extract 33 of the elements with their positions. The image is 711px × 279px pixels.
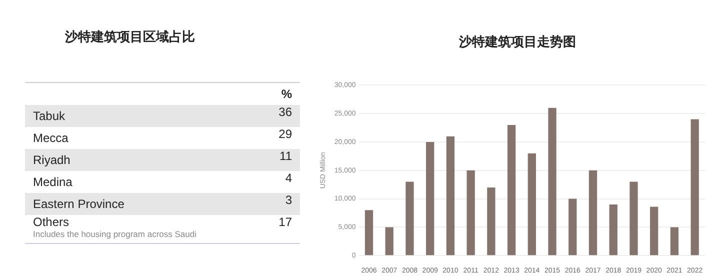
bar bbox=[650, 206, 658, 256]
bar bbox=[609, 204, 618, 256]
bar bbox=[630, 182, 638, 256]
bar bbox=[406, 182, 414, 256]
bar bbox=[588, 170, 598, 256]
bar bbox=[528, 153, 536, 256]
bar bbox=[548, 108, 556, 256]
data-label: 3 bbox=[261, 193, 300, 215]
bar bbox=[364, 210, 374, 256]
bar bbox=[690, 119, 699, 256]
bar bbox=[385, 227, 394, 256]
data-label: 29 bbox=[278, 127, 293, 143]
text: Includes the housing program across Saudi bbox=[33, 229, 198, 239]
category-label: Mecca bbox=[33, 131, 68, 145]
bar bbox=[568, 198, 577, 256]
bar bbox=[426, 142, 434, 256]
bar bbox=[487, 187, 496, 256]
category-label: Eastern Province bbox=[33, 197, 124, 211]
bar bbox=[507, 124, 516, 256]
bar bbox=[466, 170, 475, 256]
category-label: Riyadh bbox=[33, 153, 70, 167]
category-label: Tabuk bbox=[33, 109, 66, 123]
data-label: 36 bbox=[261, 105, 300, 127]
chart-title: 沙特建筑项目走势图 bbox=[459, 34, 576, 51]
text: 沙特建筑项目区域占比 bbox=[65, 29, 195, 46]
data-label: 4 bbox=[284, 171, 293, 187]
data-label: 17 bbox=[278, 215, 293, 231]
category-label: Medina bbox=[33, 175, 72, 189]
bar bbox=[446, 136, 455, 256]
category-label: Others bbox=[33, 215, 70, 229]
bar bbox=[670, 227, 679, 256]
data-label: 11 bbox=[261, 149, 300, 171]
text: % bbox=[280, 86, 293, 103]
